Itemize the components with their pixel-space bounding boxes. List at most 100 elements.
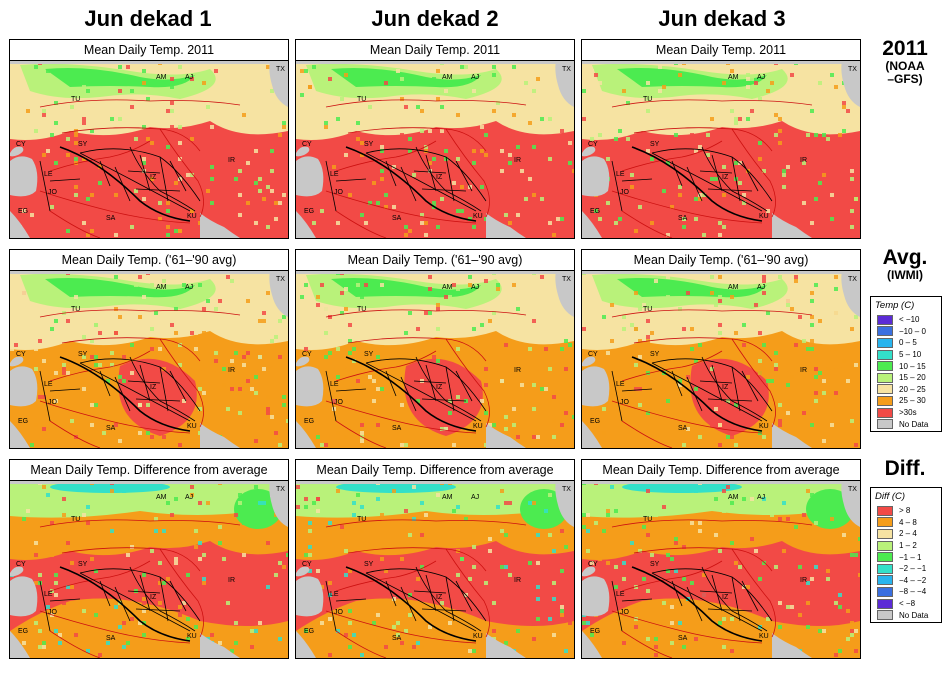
- red-sea: [10, 211, 30, 238]
- grid-cell: [170, 513, 174, 517]
- grid-cell: [126, 65, 130, 69]
- grid-cell: [480, 323, 484, 327]
- country-label: IR: [228, 157, 235, 164]
- grid-cell: [742, 201, 746, 205]
- province-border: [335, 388, 367, 392]
- grid-cell: [202, 553, 206, 557]
- grid-cell: [698, 521, 702, 525]
- grid-cell: [420, 407, 424, 411]
- country-label: SA: [106, 425, 116, 432]
- country-label: SY: [364, 561, 374, 568]
- grid-cell: [532, 89, 536, 93]
- mountain-zone: [45, 68, 195, 88]
- grid-cell: [98, 331, 102, 335]
- grid-cell: [814, 565, 818, 569]
- grid-cell: [528, 561, 532, 565]
- persian-gulf: [772, 213, 812, 238]
- grid-cell: [278, 133, 282, 137]
- legend-label: 5 – 10: [899, 350, 922, 360]
- grid-cell: [26, 509, 30, 513]
- grid-cell: [718, 323, 722, 327]
- main-road: [59, 146, 191, 222]
- grid-cell: [622, 327, 626, 331]
- grid-cell: [484, 411, 488, 415]
- grid-cell: [150, 347, 154, 351]
- grid-cell: [198, 387, 202, 391]
- grid-cell: [38, 645, 42, 649]
- column-title-dekad-1: Jun dekad 1: [84, 6, 212, 31]
- country-border: [49, 560, 151, 592]
- grid-cell: [316, 435, 320, 439]
- grid-cell: [122, 489, 126, 493]
- grid-cell: [420, 109, 424, 113]
- province-border: [335, 178, 367, 182]
- grid-cell: [516, 213, 520, 217]
- main-road: [631, 146, 763, 222]
- grid-cell: [324, 617, 328, 621]
- grid-cell: [730, 617, 734, 621]
- grid-cell: [186, 617, 190, 621]
- red-sea: [10, 631, 30, 658]
- grid-cell: [420, 379, 424, 383]
- grid-cell: [238, 411, 242, 415]
- province-border: [621, 598, 653, 602]
- grid-cell: [516, 629, 520, 633]
- grid-cell: [408, 613, 412, 617]
- grid-cell: [66, 541, 70, 545]
- country-border: [325, 190, 477, 224]
- grid-cell: [818, 181, 822, 185]
- grid-cell: [380, 169, 384, 173]
- legend-item: 4 – 8: [871, 517, 941, 529]
- grid-cell: [38, 339, 42, 343]
- country-label: AM: [728, 74, 739, 81]
- cyprus-island: [582, 566, 596, 577]
- grid-cell: [62, 371, 66, 375]
- grid-cell: [670, 561, 674, 565]
- grid-cell: [662, 387, 666, 391]
- grid-cell: [850, 553, 854, 557]
- country-label: EG: [304, 208, 314, 215]
- grid-cell: [384, 569, 388, 573]
- country-border: [325, 309, 527, 318]
- grid-cell: [404, 443, 408, 447]
- grid-cell: [324, 307, 328, 311]
- grid-cell: [42, 359, 46, 363]
- row-label-diff: Diff.: [862, 457, 948, 480]
- country-label: IZ: [150, 384, 157, 391]
- grid-cell: [226, 407, 230, 411]
- grid-cell: [670, 605, 674, 609]
- grid-cell: [396, 633, 400, 637]
- grid-cell: [850, 327, 854, 331]
- grid-cell: [682, 545, 686, 549]
- grid-cell: [122, 355, 126, 359]
- red-sea: [582, 421, 602, 448]
- province-border: [365, 572, 477, 632]
- grid-cell: [372, 621, 376, 625]
- grid-cell: [66, 319, 70, 323]
- country-label: EG: [590, 418, 600, 425]
- grid-cell: [854, 553, 858, 557]
- grid-cell: [340, 97, 344, 101]
- grid-cell: [440, 427, 444, 431]
- province-border: [707, 608, 753, 612]
- province-border: [711, 154, 723, 192]
- grid-cell: [10, 347, 14, 351]
- grid-cell: [846, 537, 850, 541]
- grid-cell: [404, 225, 408, 229]
- country-border: [347, 547, 487, 572]
- grid-cell: [46, 149, 50, 153]
- grid-cell: [436, 225, 440, 229]
- grid-cell: [854, 197, 858, 201]
- grid-cell: [170, 125, 174, 129]
- grid-cell: [344, 573, 348, 577]
- grid-cell: [86, 233, 90, 237]
- grid-cell: [62, 601, 66, 605]
- grid-cell: [166, 225, 170, 229]
- grid-cell: [118, 625, 122, 629]
- grid-cell: [670, 641, 674, 645]
- grid-cell: [432, 355, 436, 359]
- grid-cell: [376, 613, 380, 617]
- grid-cell: [686, 375, 690, 379]
- grid-cell: [122, 621, 126, 625]
- grid-cell: [62, 367, 66, 371]
